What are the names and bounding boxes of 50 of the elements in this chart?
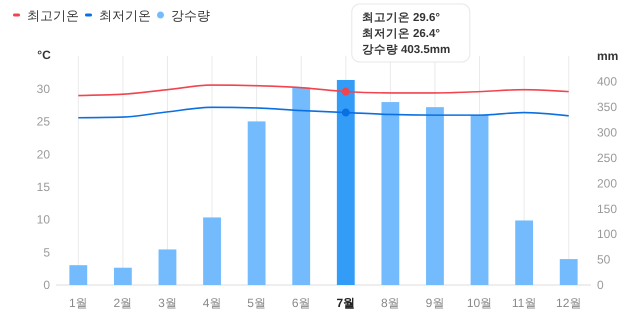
bar [158,249,176,285]
x-tick-label: 2월 [114,296,132,310]
bar [470,114,488,285]
text: 최고기온 29.6° [362,11,440,24]
bar [292,87,310,285]
x-tick-label: 10월 [466,296,492,310]
legend-label: 최저기온 [99,8,151,23]
x-tick-label: 1월 [68,296,88,310]
y-axis-title: °C [37,48,52,62]
legend-label: 최고기온 [27,8,79,23]
x-tick-label: 4월 [202,296,222,310]
bar [560,259,578,285]
x-tick-label: 12월 [556,296,582,310]
x-tick-label: 5월 [247,296,266,310]
y2-tick-label: 50 [597,252,611,267]
x-tick-label: 9월 [426,296,444,310]
bar [248,121,266,285]
y2-tick-label: 400 [597,74,618,89]
bar [114,268,132,285]
x-tick-label: 6월 [292,296,311,310]
text: 강수량 403.5mm [362,43,450,56]
bar [69,265,88,285]
line-series [77,106,570,119]
y2-axis-title: mm [597,49,618,63]
y-tick-label: 25 [36,114,50,129]
y2-tick-label: 250 [597,150,618,165]
x-tick-label: 3월 [158,296,177,310]
bar [426,107,444,285]
y2-tick-label: 100 [597,227,618,242]
legend-label: 강수량 [171,8,210,23]
y-tick-label: 10 [36,212,50,227]
bar [336,80,355,285]
y2-tick-label: 0 [597,278,604,292]
line-series [77,84,570,96]
x-tick-label: 8월 [381,296,400,310]
x-tick-label: 7월 [336,296,356,310]
bar [515,220,534,285]
y-tick-label: 0 [43,278,50,292]
text: 최저기온 26.4° [362,27,440,40]
y-tick-label: 30 [36,82,50,96]
x-tick-label: 11월 [512,296,536,310]
y-tick-label: 20 [36,147,50,162]
bar [203,217,221,285]
y2-tick-label: 300 [597,126,618,140]
bar [381,102,400,285]
y2-tick-label: 150 [597,202,618,216]
y-tick-label: 5 [43,245,50,260]
y2-tick-label: 200 [597,176,618,190]
y2-tick-label: 350 [597,100,618,114]
y-tick-label: 15 [36,180,50,194]
